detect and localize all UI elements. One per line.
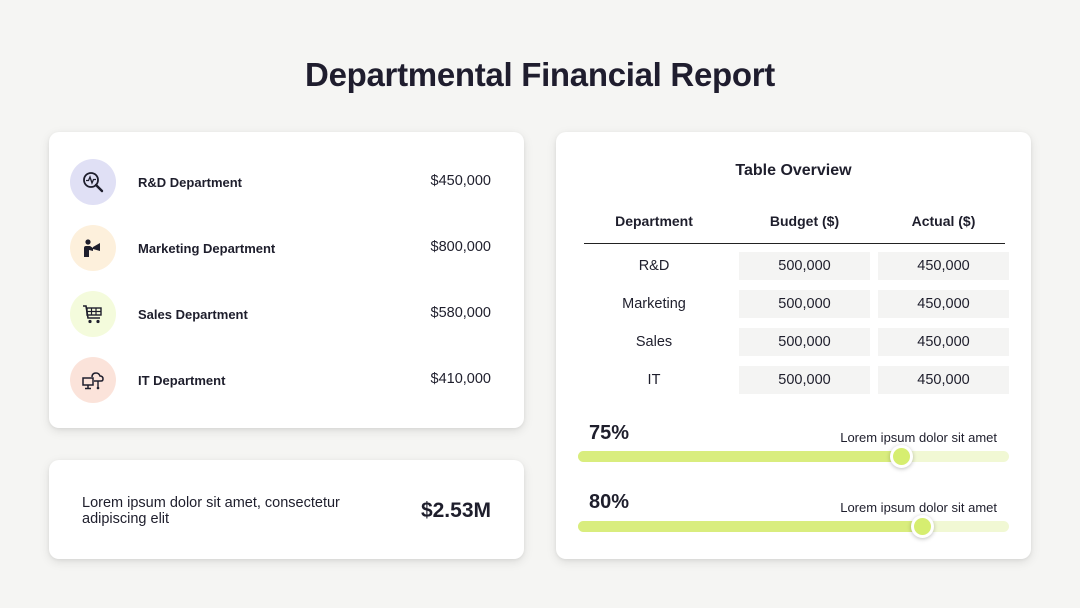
summary-total: $2.53M — [420, 499, 491, 522]
page-title: Departmental Financial Report — [305, 56, 775, 93]
cell-budget: 500,000 — [739, 328, 870, 356]
department-row-it: IT Department $410,000 — [49, 357, 524, 403]
column-header-budget: Budget ($) — [769, 213, 840, 229]
department-amount: $580,000 — [430, 305, 491, 321]
table-overview-card: Table Overview Department Budget ($) Act… — [556, 132, 1031, 559]
progress-caption: Lorem ipsum dolor sit amet — [840, 500, 997, 515]
progress-track — [578, 445, 1009, 468]
megaphone-person-icon — [70, 225, 116, 271]
department-amount: $450,000 — [430, 173, 491, 189]
cloud-computer-icon — [70, 357, 116, 403]
progress-handle[interactable] — [889, 445, 913, 468]
department-row-sales: Sales Department $580,000 — [49, 291, 524, 337]
department-list-card: R&D Department $450,000 Marketing Depart… — [49, 132, 524, 428]
progress-caption: Lorem ipsum dolor sit amet — [840, 430, 997, 445]
summary-card: Lorem ipsum dolor sit amet, consectetur … — [49, 460, 524, 559]
cell-actual: 450,000 — [878, 366, 1009, 394]
cell-budget: 500,000 — [739, 290, 870, 318]
cell-budget: 500,000 — [739, 366, 870, 394]
cell-actual: 450,000 — [878, 290, 1009, 318]
table-title: Table Overview — [735, 162, 852, 179]
column-header-department: Department — [615, 213, 693, 229]
cell-department: IT — [647, 372, 661, 388]
department-amount: $410,000 — [430, 371, 491, 387]
department-row-marketing: Marketing Department $800,000 — [49, 225, 524, 271]
cell-budget: 500,000 — [739, 252, 870, 280]
department-name: Sales Department — [138, 307, 248, 322]
department-amount: $800,000 — [430, 239, 491, 255]
summary-text: Lorem ipsum dolor sit amet, consectetur … — [82, 495, 340, 527]
department-row-rnd: R&D Department $450,000 — [49, 159, 524, 205]
cell-department: Marketing — [622, 296, 686, 312]
progress-fill — [578, 521, 923, 532]
department-name: Marketing Department — [138, 241, 276, 256]
department-name: R&D Department — [138, 175, 243, 190]
shopping-cart-icon — [70, 291, 116, 337]
cell-actual: 450,000 — [878, 252, 1009, 280]
cell-department: Sales — [635, 334, 673, 350]
progress-percent-label: 80% — [589, 491, 630, 513]
department-name: IT Department — [138, 373, 226, 388]
progress-fill — [578, 451, 902, 462]
cell-department: R&D — [638, 258, 670, 274]
cell-actual: 450,000 — [878, 328, 1009, 356]
progress-track — [578, 515, 1009, 538]
header-divider — [584, 243, 1005, 244]
analytics-magnifier-icon — [70, 159, 116, 205]
progress-percent-label: 75% — [589, 422, 630, 444]
progress-handle[interactable] — [911, 515, 935, 538]
column-header-actual: Actual ($) — [911, 213, 976, 229]
